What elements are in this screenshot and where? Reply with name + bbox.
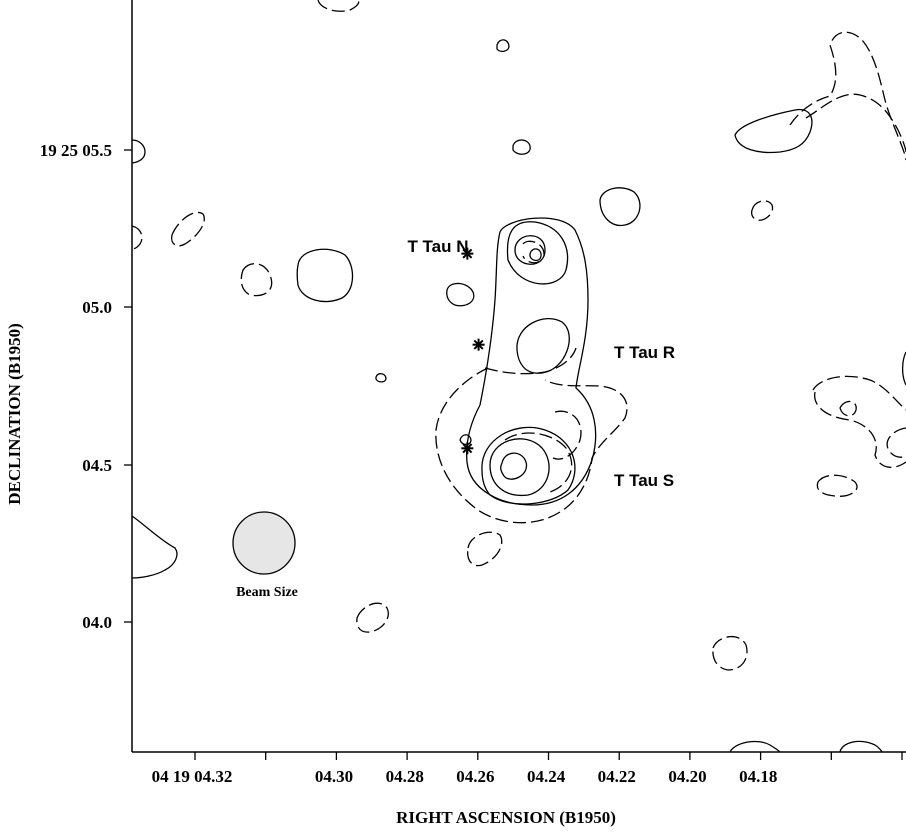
source-marker xyxy=(461,442,474,455)
y-axis-title: DECLINATION (B1950) xyxy=(5,323,24,505)
contour-south-spot xyxy=(459,434,472,446)
contour-island-5 xyxy=(599,187,641,227)
source-label: T Tau N xyxy=(407,237,468,256)
contour-island-1 xyxy=(296,248,354,303)
contour-middle-dashed xyxy=(484,347,577,375)
contour-right-edge xyxy=(886,427,906,458)
x-tick-label: 04 19 04.32 xyxy=(152,767,233,786)
y-axis-ticks: 19 25 05.5 05.0 04.5 04.0 xyxy=(40,141,132,632)
contour-island-12 xyxy=(751,200,774,221)
contour-south-core xyxy=(500,452,528,480)
contour-island-4 xyxy=(446,282,475,307)
source-marker xyxy=(461,247,474,260)
contour-right-inner xyxy=(839,400,857,417)
x-tick-label: 04.18 xyxy=(739,767,777,786)
x-axis-title: RIGHT ASCENSION (B1950) xyxy=(396,808,616,827)
source-markers: T Tau N T Tau R T Tau S xyxy=(407,237,675,490)
beam-size-label: Beam Size xyxy=(236,585,298,600)
y-tick-label: 19 25 05.5 xyxy=(40,141,112,160)
contour-right-edge-solid xyxy=(901,351,906,386)
contour-north-middle xyxy=(506,221,569,285)
contour-large-outer xyxy=(466,217,597,506)
contour-south-dashed-tail xyxy=(552,410,582,460)
source-label: T Tau R xyxy=(614,343,675,362)
source-label: T Tau S xyxy=(614,471,674,490)
contour-right-outer-2 xyxy=(814,391,906,468)
y-tick-label: 05.0 xyxy=(82,298,112,317)
contour-right-outer xyxy=(812,375,906,411)
contour-upper-right-dashed xyxy=(789,31,906,161)
x-axis-ticks: 04 19 04.32 04.30 04.28 04.26 04.24 04.22 04.2… xyxy=(152,752,903,786)
contour-south-middle xyxy=(481,426,576,505)
contour-top-edge xyxy=(317,0,360,12)
contour-north-dashed xyxy=(522,240,545,264)
contour-bottom-edge-1 xyxy=(729,740,781,753)
contour-north-small xyxy=(529,248,542,262)
x-tick-label: 04.28 xyxy=(386,767,424,786)
contour-upper-right-dashed-2 xyxy=(805,93,906,153)
contour-middle-inner xyxy=(516,317,570,374)
x-tick-label: 04.24 xyxy=(527,767,566,786)
x-tick-label: 04.30 xyxy=(315,767,353,786)
contour-island-6 xyxy=(512,139,531,155)
contour-island-8 xyxy=(375,373,387,383)
x-tick-label: 04.26 xyxy=(456,767,494,786)
contour-island-11 xyxy=(712,636,748,671)
contour-lines xyxy=(131,0,906,753)
contour-south-inner xyxy=(489,438,550,497)
beam-size-circle xyxy=(232,511,296,575)
contour-upper-right-solid xyxy=(734,108,813,154)
contour-island-10 xyxy=(356,602,389,633)
contour-south-dashed-inner xyxy=(504,432,573,493)
contour-island-13 xyxy=(816,474,858,497)
contour-left-edge-2 xyxy=(131,225,143,250)
contour-bottom-edge-2 xyxy=(839,740,883,753)
y-tick-label: 04.0 xyxy=(82,613,112,632)
contour-south-dashed-outer xyxy=(435,367,628,524)
contour-left-edge-1 xyxy=(131,139,146,164)
x-tick-label: 04.22 xyxy=(598,767,636,786)
x-tick-label: 04.20 xyxy=(668,767,706,786)
contour-north-inner xyxy=(514,235,546,265)
source-marker xyxy=(472,338,485,351)
contour-island-2 xyxy=(240,263,273,297)
y-tick-label: 04.5 xyxy=(82,456,112,475)
contour-island-9 xyxy=(466,531,503,567)
contour-island-3 xyxy=(170,211,205,247)
contour-island-7 xyxy=(496,39,510,53)
contour-left-edge-3 xyxy=(131,515,178,579)
